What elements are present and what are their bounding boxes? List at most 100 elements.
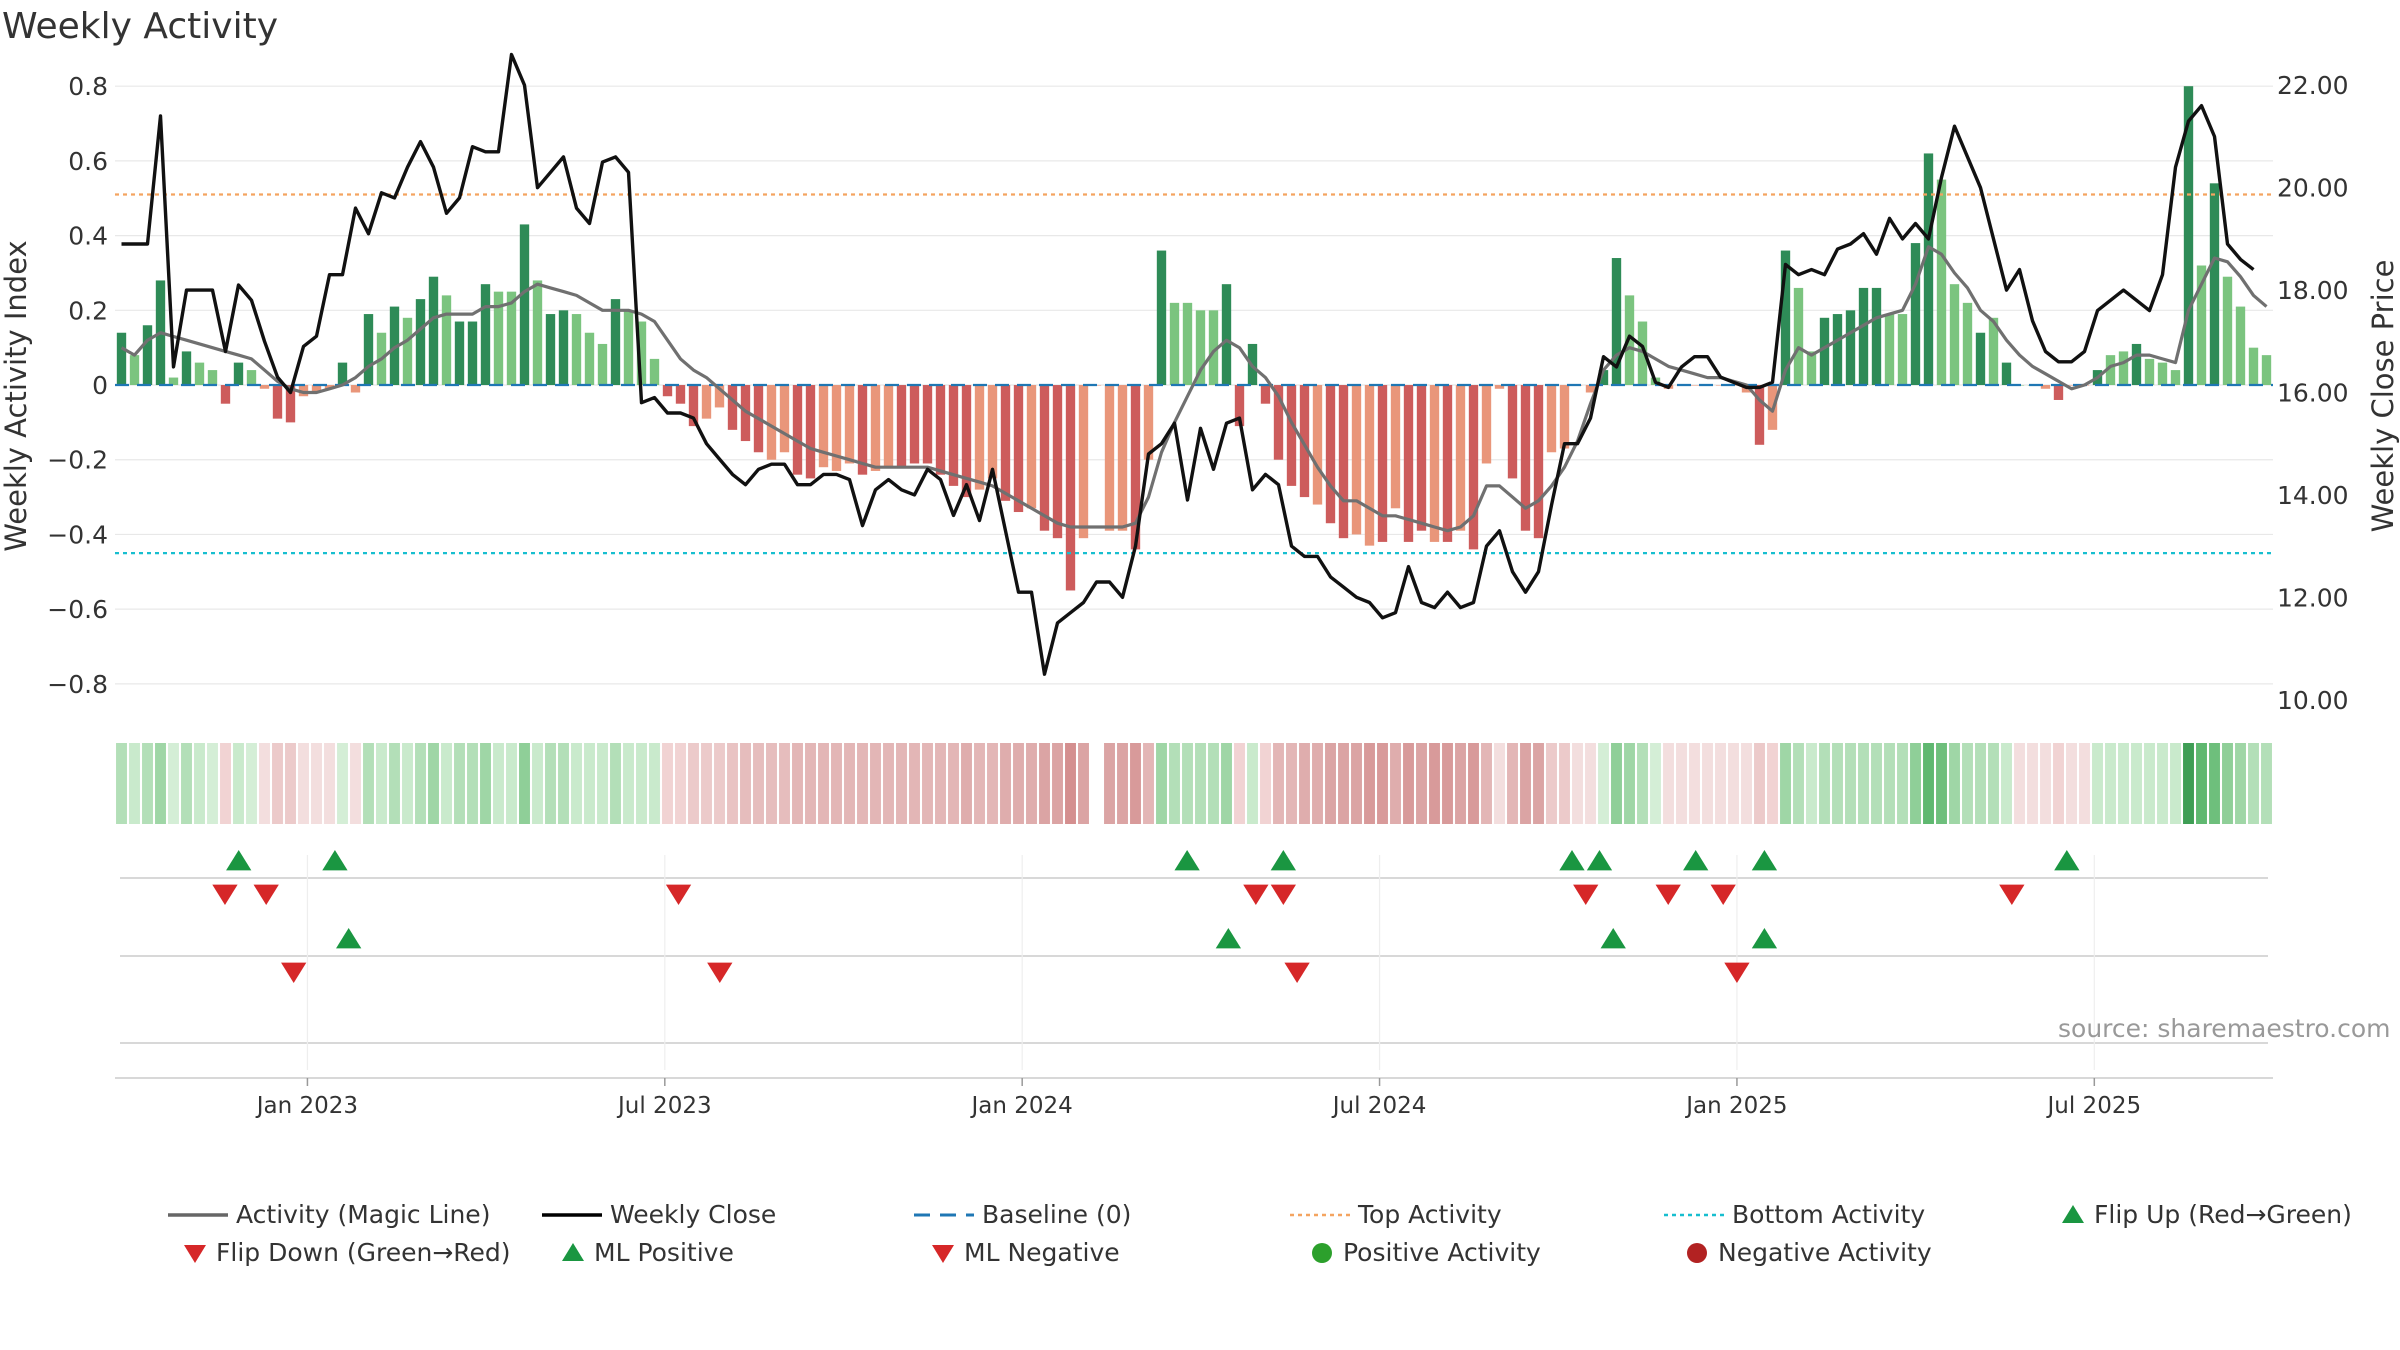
heat-cell bbox=[558, 743, 569, 824]
flip-down-marker bbox=[1655, 884, 1681, 905]
y-left-tick-label: 0.6 bbox=[68, 147, 108, 176]
activity-bar bbox=[402, 317, 413, 386]
heat-cell bbox=[246, 743, 257, 824]
heat-cell bbox=[1793, 743, 1804, 824]
heat-cell bbox=[870, 743, 881, 824]
heat-cell bbox=[2118, 743, 2129, 824]
heat-cell bbox=[1689, 743, 1700, 824]
heat-cell bbox=[974, 743, 985, 824]
activity-bar bbox=[1936, 179, 1947, 386]
heat-cell bbox=[1715, 743, 1726, 824]
activity-bar bbox=[1637, 321, 1648, 386]
activity-bar bbox=[1897, 314, 1908, 386]
legend-label: ML Positive bbox=[594, 1238, 734, 1267]
heat-cell bbox=[1260, 743, 1271, 824]
heat-cell bbox=[1572, 743, 1583, 824]
y-right-tick-label: 16.00 bbox=[2277, 379, 2349, 408]
heat-cell bbox=[129, 743, 140, 824]
y-left-tick-label: −0.6 bbox=[47, 595, 108, 624]
activity-bar bbox=[857, 385, 868, 475]
heat-cell bbox=[649, 743, 660, 824]
legend-label: Weekly Close bbox=[610, 1200, 777, 1229]
activity-bar bbox=[2235, 306, 2246, 386]
activity-bar bbox=[1195, 310, 1206, 386]
legend-label: Flip Up (Red→Green) bbox=[2094, 1200, 2352, 1229]
activity-bar bbox=[1910, 243, 1921, 386]
activity-bar bbox=[467, 321, 478, 386]
heat-cell bbox=[415, 743, 426, 824]
heat-cell bbox=[922, 743, 933, 824]
activity-bar bbox=[1104, 385, 1115, 531]
heat-cell bbox=[818, 743, 829, 824]
flip-down-marker bbox=[665, 884, 692, 905]
heat-cell bbox=[1663, 743, 1674, 824]
activity-bar bbox=[1533, 385, 1544, 539]
activity-bar bbox=[2066, 385, 2077, 386]
activity-bar bbox=[337, 362, 348, 386]
heat-cell bbox=[2248, 743, 2259, 824]
activity-bar bbox=[1416, 385, 1427, 531]
activity-bar bbox=[1468, 385, 1479, 550]
heat-cell bbox=[2261, 743, 2272, 824]
activity-bar bbox=[1013, 385, 1024, 513]
activity-bar bbox=[1000, 385, 1011, 501]
legend-label: Flip Down (Green→Red) bbox=[216, 1238, 511, 1267]
y-right-tick-label: 22.00 bbox=[2277, 71, 2349, 100]
activity-bar bbox=[1039, 385, 1050, 531]
triangle-down-icon bbox=[184, 1244, 206, 1263]
flip-up-marker bbox=[1270, 850, 1296, 871]
heat-cell bbox=[1208, 743, 1219, 824]
heat-cell bbox=[1468, 743, 1479, 824]
heat-cell bbox=[1065, 743, 1076, 824]
heat-cell bbox=[1923, 743, 1934, 824]
y-axis-label-right: Weekly Close Price bbox=[2366, 260, 2400, 533]
activity-bar bbox=[2053, 385, 2064, 400]
activity-bar bbox=[285, 385, 296, 423]
heat-cell bbox=[1091, 743, 1102, 824]
heat-cell bbox=[2157, 743, 2168, 824]
heat-cell bbox=[1078, 743, 1089, 824]
legend-symbol bbox=[932, 1244, 954, 1263]
activity-bar bbox=[428, 276, 439, 386]
activity-bar bbox=[662, 385, 673, 397]
activity-bar bbox=[1780, 250, 1791, 386]
heat-cell bbox=[454, 743, 465, 824]
activity-bar bbox=[571, 314, 582, 386]
heat-cell bbox=[233, 743, 244, 824]
y-left-tick-label: −0.2 bbox=[47, 446, 108, 475]
flip-markers bbox=[115, 850, 2273, 1079]
activity-bar bbox=[1234, 385, 1245, 427]
activity-bar bbox=[1598, 370, 1609, 386]
heat-cell bbox=[1754, 743, 1765, 824]
heat-cell bbox=[1156, 743, 1167, 824]
activity-bar bbox=[792, 385, 803, 475]
legend-label: Top Activity bbox=[1358, 1200, 1502, 1229]
activity-bar bbox=[2248, 347, 2259, 386]
heat-cell bbox=[480, 743, 491, 824]
heat-cell bbox=[662, 743, 673, 824]
flip-down-marker bbox=[253, 884, 279, 905]
activity-bar bbox=[649, 358, 660, 386]
heat-cell bbox=[805, 743, 816, 824]
heat-cell bbox=[493, 743, 504, 824]
heat-cell bbox=[298, 743, 309, 824]
activity-bar bbox=[688, 385, 699, 427]
heat-cell bbox=[1845, 743, 1856, 824]
activity-bar bbox=[1052, 385, 1063, 539]
heat-cell bbox=[1741, 743, 1752, 824]
activity-bar bbox=[1455, 385, 1466, 531]
heat-cell bbox=[1494, 743, 1505, 824]
heat-cell bbox=[610, 743, 621, 824]
activity-bar bbox=[454, 321, 465, 386]
heat-cell bbox=[1832, 743, 1843, 824]
activity-bar bbox=[2183, 86, 2194, 386]
triangle-down-icon bbox=[932, 1244, 954, 1263]
heat-cell bbox=[1871, 743, 1882, 824]
heat-cell bbox=[1195, 743, 1206, 824]
activity-bar bbox=[1494, 385, 1505, 389]
activity-bar bbox=[896, 385, 907, 468]
heat-cell bbox=[623, 743, 634, 824]
x-axis: Jan 2023 Jul 2023 Jan 2024 Jul 2024 Jan 2025… bbox=[255, 1078, 2141, 1119]
activity-bar bbox=[1078, 385, 1089, 539]
heat-cell bbox=[987, 743, 998, 824]
